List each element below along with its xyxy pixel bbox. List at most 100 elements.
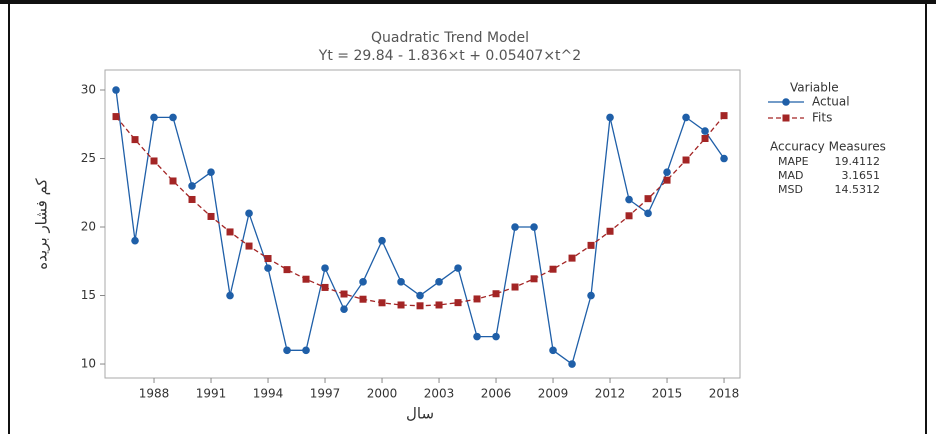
data-point <box>587 292 595 300</box>
data-point <box>151 157 158 164</box>
chart: Quadratic Trend Model Yt = 29.84 - 1.836… <box>0 0 936 434</box>
data-point <box>302 347 310 355</box>
data-point <box>131 237 139 245</box>
data-point <box>246 243 253 250</box>
data-point <box>625 196 633 204</box>
data-point <box>626 212 633 219</box>
data-point <box>720 155 728 163</box>
data-point <box>474 295 481 302</box>
data-point <box>549 347 557 355</box>
data-point <box>436 301 443 308</box>
data-point <box>530 223 538 231</box>
data-point <box>360 296 367 303</box>
top-edge <box>0 0 936 4</box>
x-tick-label: 2006 <box>481 387 512 401</box>
legend-label: Actual <box>812 95 850 109</box>
accuracy-value: 19.4112 <box>835 155 881 168</box>
data-point <box>416 292 424 300</box>
data-point <box>550 266 557 273</box>
legend-marker <box>782 98 790 106</box>
accuracy-name: MSD <box>778 183 803 196</box>
x-tick-label: 2015 <box>652 387 683 401</box>
data-point <box>245 210 253 218</box>
x-tick-label: 2000 <box>367 387 398 401</box>
data-point <box>169 114 177 122</box>
x-tick-label: 1988 <box>139 387 170 401</box>
x-tick-label: 1991 <box>196 387 227 401</box>
data-point <box>417 302 424 309</box>
data-point <box>132 136 139 143</box>
data-point <box>340 305 348 313</box>
data-point <box>189 196 196 203</box>
data-point <box>664 177 671 184</box>
data-point <box>683 157 690 164</box>
y-tick-label: 15 <box>81 288 96 302</box>
accuracy-name: MAD <box>778 169 804 182</box>
data-point <box>644 210 652 218</box>
data-point <box>701 127 709 135</box>
legend-title: Variable <box>790 81 839 95</box>
data-point <box>645 195 652 202</box>
x-tick-label: 1994 <box>253 387 284 401</box>
data-point <box>455 299 462 306</box>
background <box>0 0 936 434</box>
data-point <box>321 264 329 272</box>
accuracy-title: Accuracy Measures <box>770 140 886 154</box>
data-point <box>113 113 120 120</box>
data-point <box>398 301 405 308</box>
accuracy-name: MAPE <box>778 155 809 168</box>
data-point <box>322 284 329 291</box>
data-point <box>170 177 177 184</box>
data-point <box>606 114 614 122</box>
data-point <box>493 290 500 297</box>
x-axis-label: سال <box>406 405 434 423</box>
x-tick-label: 2012 <box>595 387 626 401</box>
data-point <box>188 182 196 190</box>
data-point <box>511 223 519 231</box>
data-point <box>379 299 386 306</box>
data-point <box>150 114 158 122</box>
data-point <box>512 284 519 291</box>
data-point <box>378 237 386 245</box>
x-tick-label: 2018 <box>709 387 740 401</box>
data-point <box>607 228 614 235</box>
y-tick-label: 25 <box>81 151 96 165</box>
y-tick-label: 30 <box>81 83 96 97</box>
left-edge <box>8 4 10 434</box>
x-tick-label: 2003 <box>424 387 455 401</box>
data-point <box>473 333 481 341</box>
data-point <box>663 168 671 176</box>
data-point <box>721 112 728 119</box>
data-point <box>397 278 405 286</box>
data-point <box>435 278 443 286</box>
data-point <box>492 333 500 341</box>
x-tick-label: 1997 <box>310 387 341 401</box>
data-point <box>682 114 690 122</box>
chart-subtitle: Yt = 29.84 - 1.836×t + 0.05407×t^2 <box>318 48 581 64</box>
data-point <box>569 255 576 262</box>
right-edge <box>925 4 927 434</box>
data-point <box>284 266 291 273</box>
data-point <box>208 213 215 220</box>
data-point <box>359 278 367 286</box>
accuracy-value: 14.5312 <box>835 183 881 196</box>
data-point <box>227 228 234 235</box>
data-point <box>568 360 576 368</box>
data-point <box>588 242 595 249</box>
legend-label: Fits <box>812 111 832 125</box>
y-axis-label: کم فشار بریده <box>33 177 51 269</box>
data-point <box>531 275 538 282</box>
data-point <box>702 135 709 142</box>
data-point <box>112 86 120 94</box>
data-point <box>264 264 272 272</box>
accuracy-value: 3.1651 <box>842 169 881 182</box>
data-point <box>454 264 462 272</box>
y-tick-label: 20 <box>81 220 96 234</box>
data-point <box>207 168 215 176</box>
data-point <box>341 291 348 298</box>
y-tick-label: 10 <box>81 357 96 371</box>
data-point <box>265 255 272 262</box>
data-point <box>283 347 291 355</box>
data-point <box>226 292 234 300</box>
chart-title: Quadratic Trend Model <box>371 30 529 46</box>
